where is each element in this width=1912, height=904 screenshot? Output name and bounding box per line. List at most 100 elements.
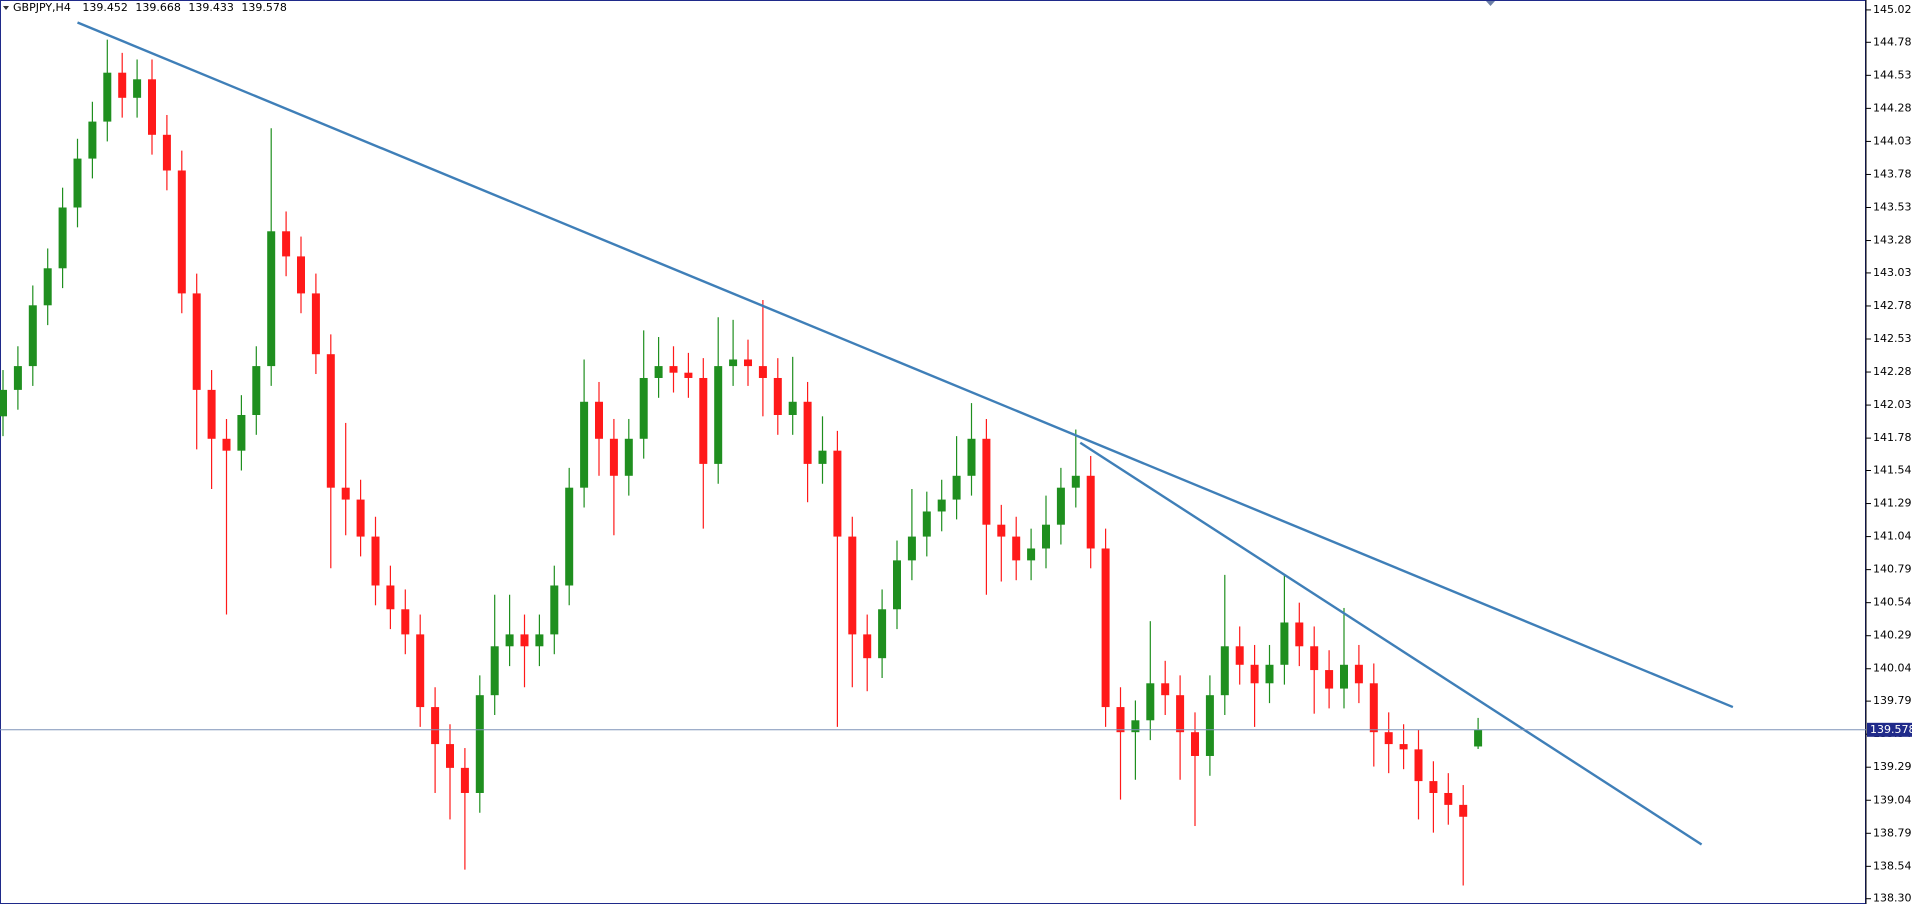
candle-body	[1116, 707, 1125, 733]
y-tick-label: 144.030	[1873, 134, 1912, 147]
trend-line	[1079, 441, 1703, 846]
candle-body	[1459, 804, 1468, 817]
candle-body	[1146, 683, 1155, 721]
candle-body	[1369, 683, 1378, 733]
candle-body	[207, 389, 216, 439]
candle-body	[1384, 732, 1393, 745]
candle-body	[311, 293, 320, 355]
candle-body	[1176, 695, 1185, 733]
candle-body	[907, 536, 916, 561]
candle-body	[982, 438, 991, 525]
candle-body	[803, 401, 812, 464]
candle-body	[192, 293, 201, 390]
y-tick-label: 138.300	[1873, 892, 1912, 904]
y-tick-label: 144.280	[1873, 101, 1912, 114]
candle-body	[1265, 664, 1274, 684]
candle-body	[550, 585, 559, 635]
candle-body	[609, 438, 618, 476]
candle-body	[133, 79, 142, 98]
candle-body	[1310, 646, 1319, 671]
candle-body	[177, 170, 186, 294]
candle-body	[371, 536, 380, 586]
candle-body	[1042, 524, 1050, 549]
candle-body	[1056, 487, 1065, 525]
candle-body	[1131, 720, 1140, 733]
candle-body	[758, 366, 767, 378]
candle-body	[878, 609, 887, 659]
candle-body	[1429, 781, 1438, 793]
candle-body	[1399, 744, 1408, 750]
header-close: 139.578	[241, 1, 287, 14]
candle-body	[654, 366, 663, 378]
candle-body	[624, 438, 633, 476]
candle-body	[565, 487, 574, 586]
y-tick-label: 142.785	[1873, 299, 1912, 312]
candle-body	[326, 354, 335, 488]
candle-body	[997, 524, 1006, 537]
candle-body	[1027, 548, 1036, 561]
candle-body	[922, 511, 931, 537]
candle-body	[416, 634, 425, 708]
y-tick-label: 139.045	[1873, 793, 1912, 806]
candle-body	[1012, 536, 1021, 561]
candle-body	[1071, 475, 1080, 488]
y-tick-label: 139.795	[1873, 694, 1912, 707]
candle-body	[967, 438, 976, 476]
candle-body	[88, 121, 97, 159]
y-tick-label: 141.785	[1873, 431, 1912, 444]
candle-body	[1354, 664, 1363, 684]
candle-body	[848, 536, 857, 635]
candle-body	[222, 438, 231, 451]
candle-body	[1474, 729, 1483, 747]
candle-body	[297, 256, 305, 294]
candle-body	[952, 475, 961, 500]
header-arrow[interactable]	[3, 6, 9, 10]
shift-marker	[1486, 1, 1495, 6]
candle-body	[58, 207, 67, 269]
candle-body	[1161, 683, 1170, 696]
y-tick-label: 144.530	[1873, 68, 1912, 81]
y-tick-label: 143.530	[1873, 200, 1912, 213]
y-tick-label: 138.545	[1873, 859, 1912, 872]
candle-body	[639, 377, 648, 439]
candle-body	[773, 377, 782, 415]
candle-body	[386, 585, 395, 610]
candle-body	[595, 401, 603, 439]
candle-body	[1235, 646, 1244, 665]
plot-frame	[0, 0, 1866, 904]
candle-body	[937, 499, 946, 512]
candle-body	[0, 389, 7, 417]
candle-body	[1086, 475, 1095, 549]
candle-body	[893, 560, 901, 610]
y-tick-label: 142.535	[1873, 332, 1912, 345]
candle-body	[505, 634, 514, 647]
candle-body	[43, 268, 52, 306]
candle-body	[1205, 695, 1214, 756]
candle-body	[1325, 670, 1334, 689]
candle-body	[714, 366, 723, 464]
candle-body	[684, 372, 693, 378]
header-low: 139.433	[188, 1, 234, 14]
y-tick-label: 139.295	[1873, 760, 1912, 773]
candle-body	[446, 744, 454, 768]
candle-body	[490, 646, 499, 696]
candle-body	[103, 72, 112, 122]
y-tick-label: 143.780	[1873, 167, 1912, 180]
candle-body	[73, 158, 82, 208]
candle-body	[28, 305, 37, 367]
candle-body	[282, 231, 291, 257]
candle-body	[1280, 622, 1289, 665]
candle-body	[1191, 732, 1199, 756]
y-tick-label: 140.290	[1873, 629, 1912, 642]
candle-body	[341, 487, 350, 500]
y-tick-label: 142.035	[1873, 398, 1912, 411]
candle-body	[1340, 664, 1348, 689]
bid-label: 139.578	[1870, 723, 1912, 736]
candle-body	[118, 72, 127, 98]
symbol: GBPJPY,H4	[13, 1, 71, 14]
candle-body	[788, 401, 797, 415]
candle-body	[267, 231, 276, 367]
candle-body	[1250, 664, 1259, 684]
